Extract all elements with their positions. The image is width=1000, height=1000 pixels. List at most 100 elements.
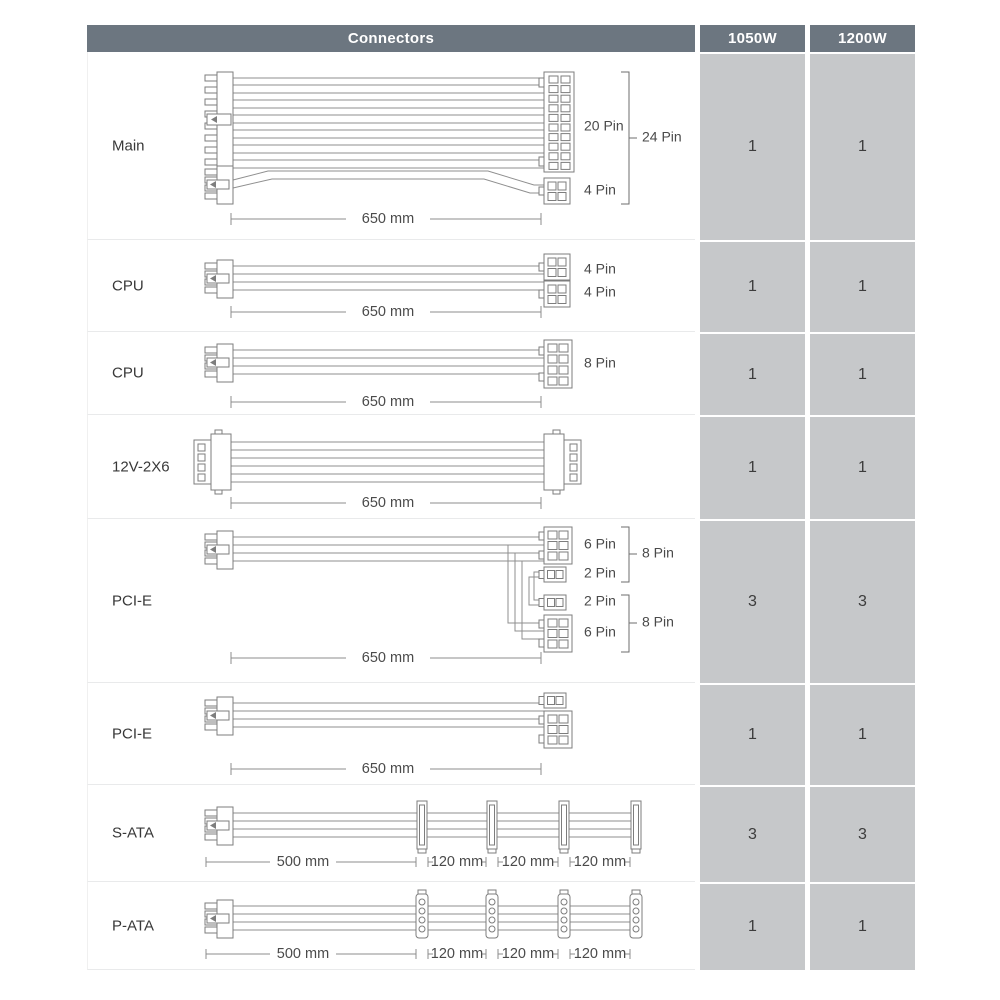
12v2x6-connector-left [193,429,232,495]
psu-side-connector-24pin [204,71,234,169]
cable-length-label: 500 mm [277,854,329,870]
measure-line [205,857,631,867]
cell-sata-1200w: 3 [810,785,915,882]
cable-length-label: 650 mm [362,394,414,410]
sata-connector-3 [558,800,570,854]
cell-cpu2-1200w: 1 [810,332,915,415]
table-row-sata: S-ATA [87,785,915,882]
measure-line [230,306,542,318]
pin-label-2pin-top: 2 Pin [584,565,616,581]
cable-length-label: 650 mm [362,304,414,320]
table-row-main: Main [87,52,915,240]
pin-label-8pin-top: 8 Pin [642,545,674,561]
cable-length-label: 650 mm [362,211,414,227]
pin-label-4pin-top: 4 Pin [584,261,616,277]
cpu1-diagram-cell: CPU 4 Pin 4 Pin 650 mm [87,240,695,332]
cell-v12-1200w: 1 [810,415,915,519]
table-header-row: Connectors 1050W 1200W [87,25,915,52]
pin-label-24pin: 24 Pin [642,129,682,145]
pata-cable-diagram: 500 mm 120 mm 120 mm 120 mm [204,889,643,962]
psu-side-connector [204,696,234,736]
cpu-4pin-connector-bottom [538,280,571,308]
pcie-2pin-connector-bottom [538,594,567,611]
segment-length-label-2: 120 mm [502,946,554,962]
pin-label-6pin-bottom: 6 Pin [584,624,616,640]
pin-label-6pin-top: 6 Pin [584,536,616,552]
row-label-pcie: PCI-E [112,592,153,609]
cpu-4plus4-cable-diagram: 4 Pin 4 Pin 650 mm [204,253,616,320]
segment-length-label-3: 120 mm [574,854,626,870]
row-label-cpu: CPU [112,364,144,382]
segment-length-label-3: 120 mm [574,946,626,962]
row-label-pata: P-ATA [112,917,154,934]
cell-v12-1050w: 1 [700,415,805,519]
table-row-cpu-4plus4: CPU 4 Pin 4 Pin 650 mm 1 1 [87,240,915,332]
cable-length-label: 650 mm [362,650,414,666]
psu-side-connector [204,806,234,846]
row-label-main: Main [112,137,145,154]
psu-side-connector [204,259,234,299]
row-label-sata: S-ATA [112,824,154,842]
sense-wire [232,178,544,194]
sata-diagram-cell: S-ATA [87,785,695,882]
pcie-2pin-connector [538,692,567,709]
cable-wires [233,349,544,375]
pin-label-4pin-bottom: 4 Pin [584,284,616,300]
header-1050w: 1050W [700,25,805,52]
molex-connector-3 [557,889,571,939]
row-label-12v2x6: 12V-2X6 [112,458,170,475]
cell-cpu2-1050w: 1 [700,332,805,415]
measure-line [230,652,542,664]
bracket-8pin-top [621,526,630,583]
cable-length-label: 650 mm [362,495,414,511]
main-diagram-cell: Main [87,52,695,240]
cell-cpu1-1200w: 1 [810,240,915,332]
pin-label-2pin-bottom: 2 Pin [584,593,616,609]
row-label-pcie: PCI-E [112,725,153,742]
sata-cable-diagram: 500 mm 120 mm 120 mm 120 mm [204,800,642,870]
pcie-2pin-connector-top [538,566,567,583]
table-row-pcie-dual: PCI-E 6 Pin 2 Pin 2 Pin 6 Pin [87,519,915,683]
measure-line [230,213,542,225]
segment-length-label-1: 120 mm [431,854,483,870]
pcie2-diagram-cell: PCI-E 650 mm [87,683,695,785]
cable-wires [231,441,544,483]
cell-pcie2-1050w: 1 [700,683,805,785]
psu-side-connector-4pin [204,165,234,205]
sata-connector-4 [630,800,642,854]
pcie-single-cable-diagram: 650 mm [204,692,573,777]
cell-pata-1200w: 1 [810,882,915,970]
cable-wires [233,265,544,291]
measure-line [205,949,631,959]
psu-side-connector [204,899,234,939]
molex-connector-1 [415,889,429,939]
motherboard-4pin-connector [538,177,571,205]
pcie-6pin-connector-top [538,526,573,565]
cable-wires [233,812,641,838]
header-1200w: 1200W [810,25,915,52]
pcie-dual-cable-diagram: 6 Pin 2 Pin 2 Pin 6 Pin 8 Pin 8 Pin 650 … [204,526,674,666]
molex-connector-4 [629,889,643,939]
12v2x6-connector-right [543,429,582,495]
cell-pcie1-1050w: 3 [700,519,805,683]
sense-wire [232,170,544,186]
ribbon-cable-lines [233,77,544,169]
12v2x6-cable-diagram: 650 mm [193,429,582,511]
cell-cpu1-1050w: 1 [700,240,805,332]
cell-pata-1050w: 1 [700,882,805,970]
pin-label-8pin: 8 Pin [584,355,616,371]
row-label-cpu: CPU [112,277,144,294]
cable-wires [233,536,544,562]
bracket-24pin [621,71,630,205]
pcie1-diagram-cell: PCI-E 6 Pin 2 Pin 2 Pin 6 Pin [87,519,695,683]
psu-side-connector [204,530,234,570]
cell-pcie1-1200w: 3 [810,519,915,683]
cable-length-label: 650 mm [362,761,414,777]
pin-label-8pin-bottom: 8 Pin [642,614,674,630]
cpu2-diagram-cell: CPU 8 Pin 650 mm [87,332,695,415]
measure-line [230,497,542,509]
connector-table: Connectors 1050W 1200W Main [87,25,915,970]
main-cable-diagram: 20 Pin 4 Pin 24 Pin 650 mm [204,71,682,227]
cpu-8pin-connector [538,339,573,389]
